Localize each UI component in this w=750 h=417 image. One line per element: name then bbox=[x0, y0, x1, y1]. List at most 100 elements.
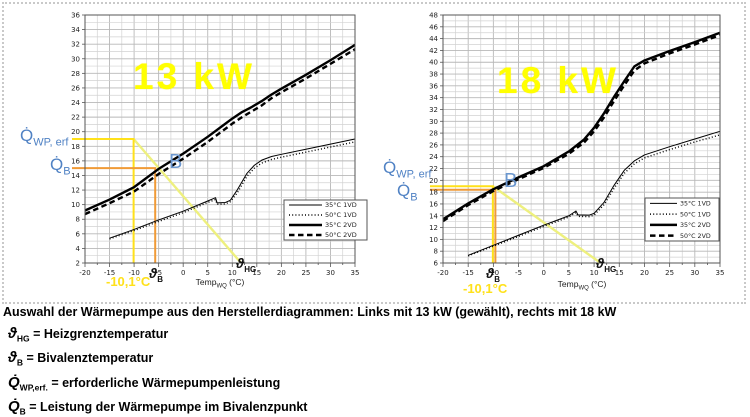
y-tick-label: 6 bbox=[76, 230, 81, 238]
qb-label-18kw: Q̇B bbox=[397, 181, 418, 203]
def-subscript: B bbox=[19, 406, 26, 417]
y-tick-label: 14 bbox=[71, 172, 80, 180]
x-tick-label: 30 bbox=[690, 269, 699, 277]
heat-demand-line bbox=[492, 185, 602, 264]
axis-ticks: -20 -15 -10 -5 0 5 10 15 20 25 30 35 6 8 10 12 14 16 18 20 2… bbox=[429, 12, 724, 278]
xaxis-main: Temp bbox=[195, 277, 217, 287]
legend-box bbox=[283, 199, 368, 241]
theta-symbol: ϑ bbox=[486, 265, 495, 281]
series-35-c-2vd bbox=[84, 43, 356, 212]
qb-label-13kw: Q̇B bbox=[50, 155, 71, 177]
y-tick-label: 38 bbox=[429, 71, 438, 79]
y-tick-label: 18 bbox=[71, 143, 80, 151]
x-tick-label: 30 bbox=[326, 269, 335, 277]
theta-symbol: ϑ bbox=[149, 265, 158, 281]
x-tick-label: 25 bbox=[301, 269, 310, 277]
y-tick-label: 10 bbox=[429, 236, 438, 244]
qwp-erf-label-13kw: Q̇WP, erf bbox=[20, 126, 69, 148]
x-tick-label: -10 bbox=[128, 269, 139, 277]
qb-marker-line bbox=[430, 188, 497, 263]
theta-b-label-13kw: ϑB bbox=[149, 265, 163, 284]
qwp-erf-marker-line bbox=[430, 185, 494, 263]
x-tick-label: 20 bbox=[277, 269, 286, 277]
y-tick-label: 28 bbox=[429, 130, 438, 138]
y-tick-label: 8 bbox=[76, 216, 80, 224]
y-tick-label: 8 bbox=[434, 248, 438, 256]
annotation-lines bbox=[72, 138, 243, 264]
y-tick-label: 28 bbox=[71, 70, 80, 78]
chart-canvas-18kw: -20 -15 -10 -5 0 5 10 15 20 25 30 35 6 8 10 12 14 16 18 20 2… bbox=[429, 12, 724, 278]
x-tick-label: -15 bbox=[462, 269, 473, 277]
x-tick-label: -10 bbox=[488, 269, 499, 277]
legend-label: 50°C 1VD bbox=[680, 210, 711, 218]
cold-temp-label-18kw: -10,1°C bbox=[463, 281, 508, 296]
legend-box bbox=[644, 197, 720, 242]
definition-text: = Bivalenztemperatur bbox=[23, 351, 154, 366]
y-tick-label: 22 bbox=[71, 114, 80, 122]
bivalence-point-label-18kw: B bbox=[504, 170, 518, 192]
qb-subscript: B bbox=[63, 165, 71, 178]
series-50-c-2vd bbox=[84, 48, 356, 216]
def-subscript: HG bbox=[16, 333, 30, 344]
series-35-c-2vd bbox=[442, 31, 721, 221]
theta-symbol: ϑ bbox=[596, 255, 605, 271]
y-tick-label: 12 bbox=[429, 224, 438, 232]
legend-label: 50°C 1VD bbox=[325, 211, 357, 219]
x-tick-label: 10 bbox=[228, 269, 237, 277]
def-subscript: B bbox=[16, 357, 24, 368]
x-tick-label: 0 bbox=[181, 269, 185, 277]
chart-title-18kw: 18 kW bbox=[497, 60, 619, 101]
heat-demand-line bbox=[132, 138, 243, 264]
y-tick-label: 34 bbox=[71, 26, 80, 34]
x-tick-label: 5 bbox=[205, 269, 209, 277]
legend: 35°C 1VD 50°C 1VD 35°C 2VD 50°C 2VD bbox=[644, 197, 720, 242]
x-tick-label: 10 bbox=[590, 269, 599, 277]
qb-marker-line bbox=[72, 167, 157, 263]
x-tick-label: 15 bbox=[252, 269, 261, 277]
def-subscript: WP,erf. bbox=[19, 382, 48, 393]
chart-canvas-13kw: -20 -15 -10 -5 0 5 10 15 20 25 30 35246810121416182… bbox=[71, 12, 368, 277]
theta-hg-label-13kw: ϑHG bbox=[236, 255, 256, 274]
xaxis-unit: (°C) bbox=[226, 277, 245, 287]
y-tick-label: 20 bbox=[71, 128, 80, 136]
y-tick-label: 42 bbox=[429, 47, 438, 55]
y-tick-label: 44 bbox=[429, 35, 438, 43]
x-tick-label: 5 bbox=[567, 269, 571, 277]
y-tick-label: 18 bbox=[429, 189, 438, 197]
theta-symbol: ϑ bbox=[8, 325, 17, 342]
qwp-erf-label-18kw: Q̇WP, erf bbox=[383, 158, 432, 180]
theta-hg-label-18kw: ϑHG bbox=[596, 255, 616, 274]
xaxis-title-18kw: TempWQ (°C) bbox=[542, 279, 622, 292]
theta-symbol: ϑ bbox=[8, 349, 17, 367]
charts-frame bbox=[2, 2, 746, 304]
theta-hg-subscript: HG bbox=[244, 264, 257, 274]
legend-label: 35°C 2VD bbox=[680, 221, 711, 229]
x-tick-label: 15 bbox=[615, 269, 624, 277]
x-tick-label: -5 bbox=[155, 269, 162, 277]
y-tick-label: 6 bbox=[434, 260, 439, 268]
x-tick-label: 35 bbox=[351, 269, 360, 277]
xaxis-unit: (°C) bbox=[588, 279, 607, 289]
y-tick-label: 34 bbox=[429, 94, 438, 102]
definition-text: = Leistung der Wärmepumpe im Bivalenzpun… bbox=[25, 399, 308, 414]
legend-label: 50°C 2VD bbox=[680, 232, 711, 240]
xaxis-main: Temp bbox=[557, 279, 579, 289]
y-tick-label: 22 bbox=[429, 165, 438, 173]
legend-label: 50°C 2VD bbox=[325, 231, 357, 239]
y-tick-label: 40 bbox=[429, 59, 438, 67]
series-50-c-1vd bbox=[109, 141, 356, 240]
qb-symbol: Q̇ bbox=[397, 181, 411, 200]
definition-theta-b: ϑB = Bivalenztemperatur bbox=[8, 349, 747, 368]
y-tick-label: 32 bbox=[71, 41, 80, 49]
legend-label: 35°C 2VD bbox=[325, 221, 357, 229]
y-tick-label: 2 bbox=[76, 260, 80, 268]
chart-13kw: -20 -15 -10 -5 0 5 10 15 20 25 30 35 2 4 6 8 10 12 14 16 18 2… bbox=[0, 0, 375, 300]
xaxis-sub: WQ bbox=[216, 283, 227, 290]
y-tick-label: 32 bbox=[429, 106, 438, 114]
y-tick-label: 30 bbox=[429, 118, 438, 126]
y-tick-label: 24 bbox=[71, 99, 80, 107]
x-tick-label: -15 bbox=[104, 269, 115, 277]
y-tick-label: 10 bbox=[71, 201, 80, 209]
y-tick-label: 48 bbox=[429, 12, 438, 20]
theta-symbol: ϑ bbox=[236, 255, 245, 271]
